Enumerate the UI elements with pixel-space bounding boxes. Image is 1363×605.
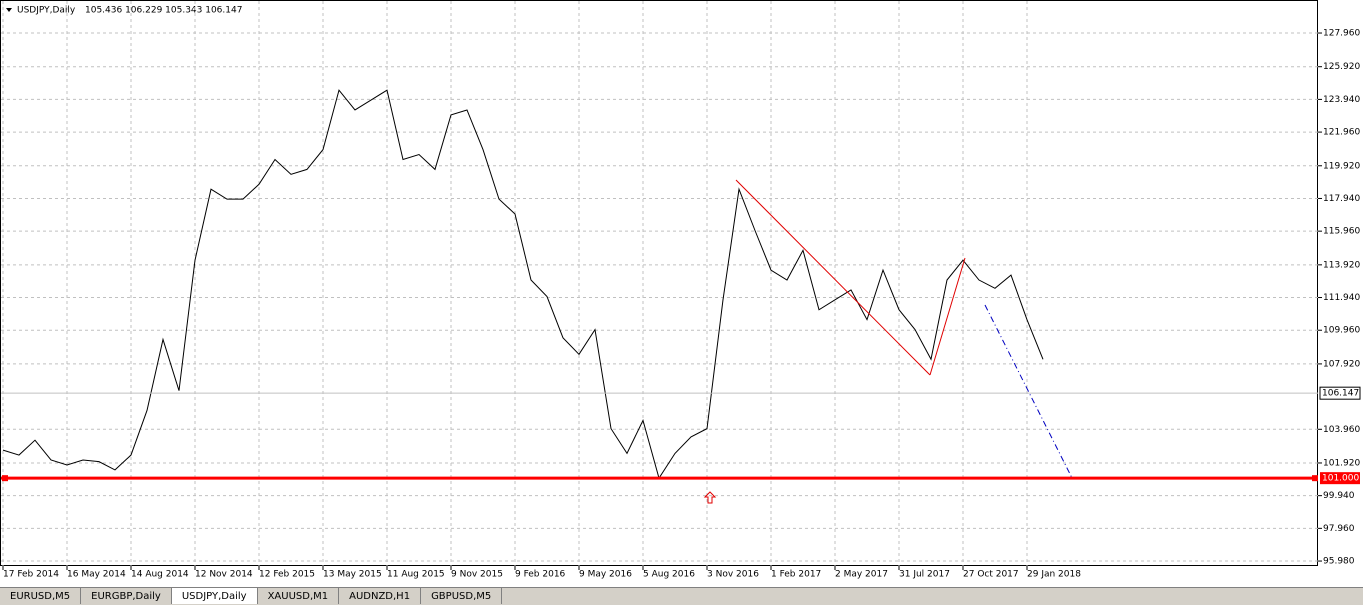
price-label-box [1319,386,1361,400]
chart-title: USDJPY,Daily [17,6,76,16]
price-line [2,89,1044,480]
y-tick-label: 95.980 [1323,557,1355,567]
ohlc: 105.436 106.229 105.343 106.147 [85,6,242,16]
x-tick-label: 12 Nov 2014 [195,570,253,580]
y-tick-label: 121.960 [1323,128,1360,138]
arrow-mark [703,491,717,504]
x-tick-label: 31 Jul 2017 [899,570,950,580]
x-tick-label: 3 Nov 2016 [707,570,759,580]
trend-line [929,257,966,376]
x-tick-label: 16 May 2014 [67,570,126,580]
y-tick-label: 111.940 [1323,293,1360,303]
y-tick-label: 109.960 [1323,326,1360,336]
line-handle [2,475,8,482]
symbol-tab[interactable]: EURGBP,Daily [81,588,172,604]
symbol-tab[interactable]: EURUSD,M5 [0,588,82,604]
projection-line [984,304,1073,479]
trend-line [735,179,931,376]
menu-arrow [6,8,12,12]
y-tick-label: 101.920 [1323,458,1360,468]
y-tick-label: 119.920 [1323,161,1360,171]
x-tick-label: 1 Feb 2017 [771,570,821,580]
y-tick-label: 103.960 [1323,425,1360,435]
tab-bar: EURUSD,M5 EURGBP,Daily USDJPY,Daily XAUUSD,… [0,587,1363,605]
chart: USDJPY,Daily 105.436 106.229 105.343 106… [0,0,1361,580]
y-tick-label: 127.960 [1323,29,1360,39]
x-tick-label: 2 May 2017 [835,570,888,580]
x-tick-label: 9 May 2016 [579,570,632,580]
grid [1,1,1318,566]
line-handle [1312,475,1318,482]
y-tick-label: 97.960 [1323,524,1355,534]
y-tick-label: 117.940 [1323,194,1360,204]
symbol-tab[interactable]: XAUUSD,M1 [258,588,340,604]
plot-frame [0,0,1318,566]
price-label: 106.147 [1322,389,1359,399]
y-tick-label: 113.920 [1323,260,1360,270]
symbol-tab[interactable]: GBPUSD,M5 [421,588,503,604]
x-tick-label: 14 Aug 2014 [131,570,189,580]
x-tick-label: 17 Feb 2014 [3,570,59,580]
level-label: 101.000 [1322,474,1359,484]
x-tick-label: 29 Jan 2018 [1027,570,1081,580]
marks [1,89,1318,482]
y-tick-label: 115.960 [1323,227,1360,237]
symbol-tab[interactable]: AUDNZD,H1 [339,588,422,604]
y-tick-label: 125.920 [1323,62,1360,72]
y-tick-label: 107.920 [1323,359,1360,369]
x-tick-label: 27 Oct 2017 [963,570,1019,580]
x-tick-label: 11 Aug 2015 [387,570,445,580]
y-tick-label: 123.940 [1323,95,1360,105]
x-tick-label: 5 Aug 2016 [643,570,695,580]
x-tick-label: 9 Feb 2016 [515,570,566,580]
x-tick-label: 12 Feb 2015 [259,570,315,580]
x-tick-label: 13 May 2015 [323,570,382,580]
x-tick-label: 9 Nov 2015 [451,570,503,580]
symbol-tab[interactable]: USDJPY,Daily [171,588,258,604]
y-tick-label: 99.940 [1323,491,1355,501]
level-label-box [1320,472,1360,485]
